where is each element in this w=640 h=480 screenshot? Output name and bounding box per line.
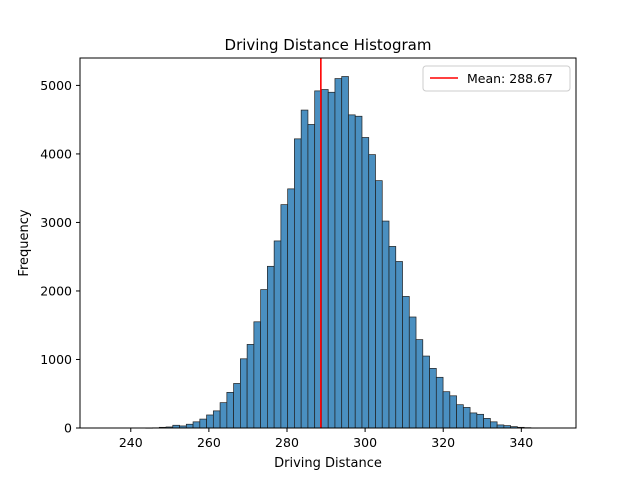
y-tick-label: 4000 [40,146,72,161]
plot-area-frame [79,57,577,429]
histogram-bar [321,89,329,429]
legend: Mean: 288.67 [422,65,571,92]
histogram-bar [219,402,228,429]
histogram-bar [442,391,451,429]
y-tick-label: 1000 [40,352,72,367]
histogram-bar [185,423,194,429]
y-axis-ticks: 0 1000 2000 3000 4000 5000 [40,78,80,436]
histogram-bar [435,376,444,429]
histogram-bar [381,220,390,429]
histogram-bar [348,114,356,429]
x-tick-label: 340 [509,435,533,450]
histogram-bar [327,91,336,429]
bars-layer [145,76,539,429]
histogram-bar [273,240,282,429]
histogram-bar [212,410,221,429]
histogram-bar [449,395,457,429]
histogram-bar [240,358,248,429]
histogram-bar [429,368,437,429]
legend-box [422,65,571,92]
histogram-bar [280,204,289,429]
y-axis-label: Frequency [17,209,32,276]
histogram-bar [408,316,417,429]
histogram-bar [287,188,295,429]
histogram-bar [300,109,309,429]
histogram-bar [402,296,410,429]
histogram-bar [246,344,255,429]
histogram-bar [456,404,464,429]
histogram-bar [260,289,268,429]
histogram-bar [388,246,397,429]
histogram-bar [469,412,478,429]
y-tick-label: 5000 [40,78,72,93]
chart-title: Driving Distance Histogram [225,36,432,54]
x-axis-ticks: 240 260 280 300 320 340 [119,428,533,450]
x-tick-label: 280 [275,435,299,450]
histogram-bar [490,421,498,429]
x-tick-label: 300 [353,435,377,450]
histogram-bar [192,421,201,429]
histogram-bar [226,392,234,429]
histogram-bar [483,418,491,429]
histogram-bar [267,265,275,429]
histogram-bar [334,78,343,429]
y-tick-label: 2000 [40,283,72,298]
histogram-bar [415,339,424,429]
histogram-bar [375,180,383,429]
histogram-bar [253,321,261,429]
histogram-bar [307,124,316,429]
histogram-bar [462,407,471,429]
histogram-bar [476,413,484,429]
histogram-bar [206,414,214,429]
histogram-bar [354,115,363,429]
histogram-bar [199,418,207,429]
histogram-bar [368,154,376,429]
histogram-bar [341,76,349,429]
histogram-bar [233,383,241,429]
y-tick-label: 3000 [40,215,72,230]
x-tick-label: 260 [197,435,221,450]
x-tick-label: 320 [431,435,455,450]
x-tick-label: 240 [119,435,143,450]
histogram-bar [294,138,302,429]
x-axis-label: Driving Distance [274,456,382,471]
histogram-bar [395,261,403,429]
y-tick-label: 0 [64,421,72,436]
histogram-bar [422,355,430,429]
histogram-bar [361,137,370,429]
legend-label-mean: Mean: 288.67 [467,71,553,86]
